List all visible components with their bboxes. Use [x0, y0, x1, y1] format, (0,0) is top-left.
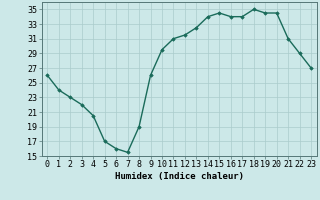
X-axis label: Humidex (Indice chaleur): Humidex (Indice chaleur) [115, 172, 244, 181]
